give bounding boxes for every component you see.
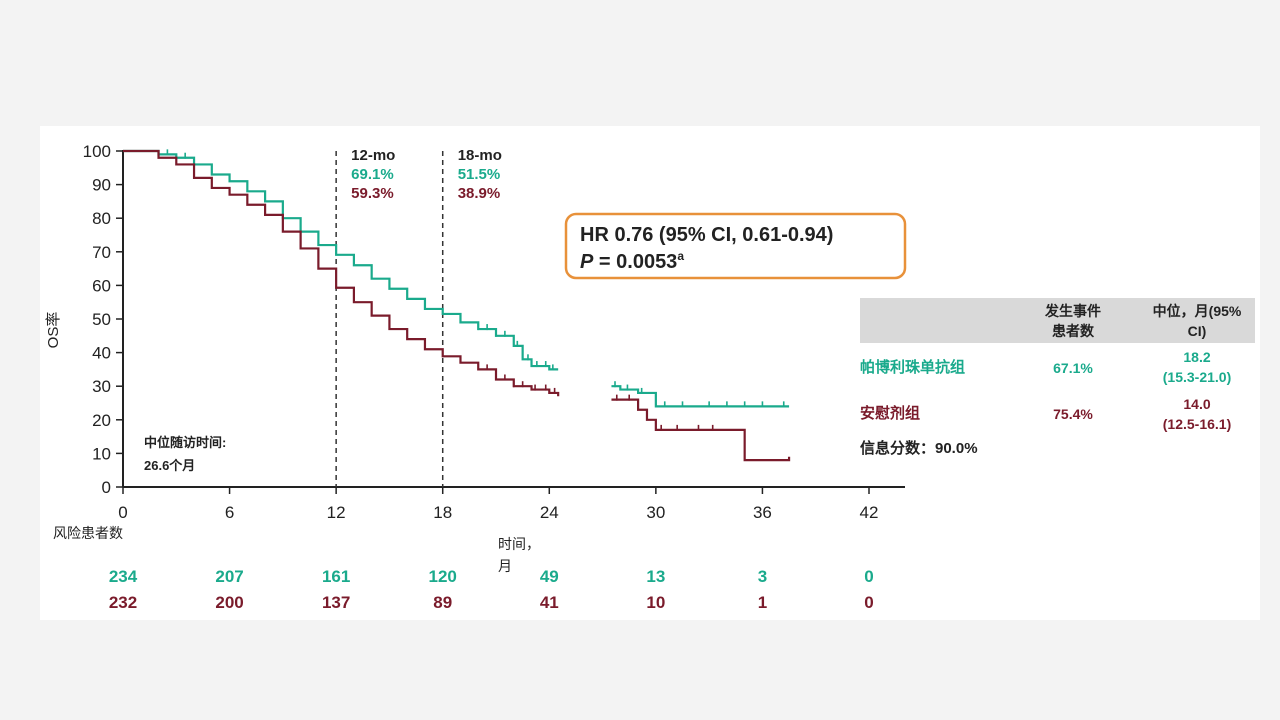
legend-name-pembro: 帕博利珠单抗组 [860, 358, 965, 376]
legend-ci-placebo: (12.5-16.1) [1163, 416, 1231, 432]
legend-header-events-1: 发生事件 [1044, 303, 1101, 319]
y-tick-label-100: 100 [83, 142, 111, 161]
risk-value-0-4: 49 [540, 567, 559, 586]
risk-value-1-1: 200 [215, 593, 243, 612]
risk-value-1-7: 0 [864, 593, 873, 612]
y-tick-label-30: 30 [92, 377, 111, 396]
y-tick-label-60: 60 [92, 276, 111, 295]
survival-curves [123, 149, 791, 462]
legend-ci-pembro: (15.3-21.0) [1163, 369, 1231, 385]
legend-median-placebo: 14.0 [1183, 396, 1210, 412]
risk-value-1-6: 1 [758, 593, 767, 612]
p-value-text: P = 0.0053a [580, 249, 684, 273]
hr-box [564, 212, 907, 280]
y-tick-label-10: 10 [92, 444, 111, 463]
y-tick-label-70: 70 [92, 243, 111, 262]
y-tick-label-40: 40 [92, 344, 111, 363]
landmarks: 12-mo 69.1% 59.3% 18-mo 51.5% 38.9% [335, 147, 502, 487]
risk-value-0-7: 0 [864, 567, 873, 586]
median-followup-value: 26.6个月 [144, 458, 195, 473]
x-tick-label-42: 42 [860, 503, 879, 522]
risk-table-label: 风险患者数 [53, 525, 123, 541]
risk-value-1-3: 89 [433, 593, 452, 612]
x-tick-label-12: 12 [327, 503, 346, 522]
y-ticks: 0 10 20 30 40 50 60 70 80 90 100 [83, 142, 123, 497]
risk-value-1-0: 232 [109, 593, 137, 612]
chart-panel [40, 126, 1260, 620]
info-fraction: 信息分数：90.0% [860, 439, 978, 457]
landmark-value-12-1: 59.3% [351, 185, 394, 202]
p-label: P [580, 251, 594, 273]
legend-header-events-2: 患者数 [1052, 323, 1095, 339]
curve-0-part2 [611, 385, 790, 408]
y-tick-label-20: 20 [92, 411, 111, 430]
x-ticks: 0 6 12 18 24 30 36 42 [118, 487, 878, 522]
legend-events-pembro: 67.1% [1053, 360, 1093, 376]
curve-1-part2 [611, 398, 791, 462]
landmark-value-18-0: 51.5% [458, 166, 501, 183]
x-tick-label-24: 24 [540, 503, 559, 522]
landmark-label-12: 12-mo [351, 147, 395, 164]
legend-header-bg [860, 298, 1255, 343]
landmark-value-12-0: 69.1% [351, 166, 394, 183]
legend-median-pembro: 18.2 [1183, 349, 1210, 365]
legend-header-median-1: 中位，月(95% [1153, 303, 1242, 319]
x-tick-label-30: 30 [646, 503, 665, 522]
legend-events-placebo: 75.4% [1053, 406, 1093, 422]
risk-value-0-0: 234 [109, 567, 138, 586]
risk-value-1-2: 137 [322, 593, 350, 612]
risk-value-0-3: 120 [429, 567, 457, 586]
x-tick-label-18: 18 [433, 503, 452, 522]
risk-value-1-5: 10 [646, 593, 665, 612]
y-tick-label-80: 80 [92, 209, 111, 228]
landmark-label-18: 18-mo [458, 147, 502, 164]
x-tick-label-36: 36 [753, 503, 772, 522]
curve-0-part1 [123, 149, 559, 371]
y-tick-label-0: 0 [102, 478, 111, 497]
median-followup-label: 中位随访时间: [144, 435, 226, 450]
risk-value-0-5: 13 [646, 567, 665, 586]
x-axis-label-1: 时间， [498, 536, 540, 552]
p-superscript: a [677, 249, 684, 263]
risk-value-0-2: 161 [322, 567, 350, 586]
hr-text: HR 0.76 (95% CI, 0.61-0.94) [580, 224, 833, 246]
risk-value-1-4: 41 [540, 593, 559, 612]
landmark-value-18-1: 38.9% [458, 185, 501, 202]
x-tick-label-0: 0 [118, 503, 127, 522]
y-tick-label-90: 90 [92, 176, 111, 195]
x-axis-label-2: 月 [498, 558, 512, 574]
legend-name-placebo: 安慰剂组 [860, 404, 920, 422]
risk-value-0-6: 3 [758, 567, 767, 586]
x-tick-label-6: 6 [225, 503, 234, 522]
legend-header-median-2: CI) [1188, 323, 1207, 339]
y-tick-label-50: 50 [92, 310, 111, 329]
risk-value-0-1: 207 [215, 567, 243, 586]
p-value: = 0.0053 [593, 251, 677, 273]
y-axis-label: OS率 [45, 312, 62, 349]
